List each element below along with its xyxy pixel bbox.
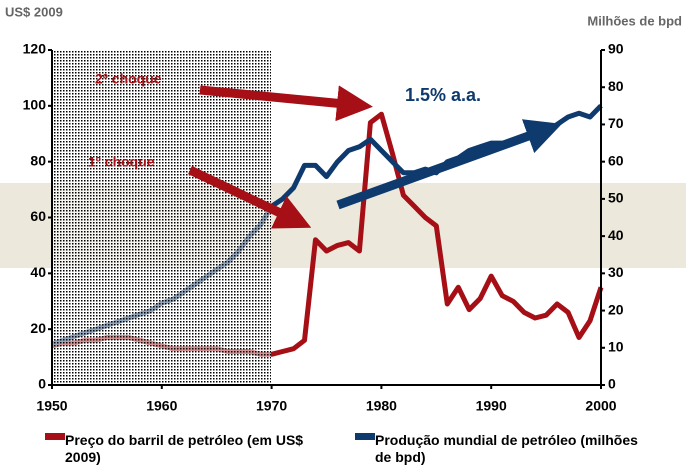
x-tick-label: 2000 bbox=[585, 398, 616, 414]
legend-label: Preço do barril de petróleo (em US$ 2009… bbox=[65, 432, 304, 465]
y2-tick-label: 50 bbox=[608, 190, 624, 206]
y-tick-label: 120 bbox=[23, 41, 47, 57]
arrow bbox=[336, 119, 562, 210]
legend-swatch bbox=[355, 433, 375, 440]
legend-label: Produção mundial de petróleo (milhões de… bbox=[375, 432, 638, 465]
annotation: 2º choque bbox=[95, 71, 162, 87]
y-label: US$ 2009 bbox=[5, 4, 63, 19]
annotation: 1º choque bbox=[88, 154, 155, 170]
y2-tick-label: 20 bbox=[608, 301, 624, 317]
x-tick-label: 1970 bbox=[256, 398, 287, 414]
y2-tick-label: 0 bbox=[608, 376, 616, 392]
y-tick-label: 80 bbox=[30, 152, 46, 168]
legend-swatch bbox=[45, 433, 65, 440]
y2-tick-label: 70 bbox=[608, 115, 624, 131]
y2-tick-label: 30 bbox=[608, 264, 624, 280]
y2-tick-label: 10 bbox=[608, 338, 624, 354]
arrow bbox=[199, 85, 373, 122]
hatched-area bbox=[52, 50, 271, 385]
x-tick-label: 1950 bbox=[36, 398, 67, 414]
arrow bbox=[188, 165, 312, 229]
x-tick-label: 1960 bbox=[146, 398, 177, 414]
y2-label: Milhões de bpd bbox=[587, 13, 682, 28]
y-tick-label: 20 bbox=[30, 320, 46, 336]
y2-tick-label: 80 bbox=[608, 78, 624, 94]
y2-tick-label: 90 bbox=[608, 41, 624, 57]
x-tick-label: 1990 bbox=[476, 398, 507, 414]
x-tick-label: 1980 bbox=[366, 398, 397, 414]
y-tick-label: 0 bbox=[38, 376, 46, 392]
y-tick-label: 60 bbox=[30, 208, 46, 224]
y-tick-label: 100 bbox=[23, 97, 47, 113]
y-tick-label: 40 bbox=[30, 264, 46, 280]
y2-tick-label: 40 bbox=[608, 227, 624, 243]
y2-tick-label: 60 bbox=[608, 152, 624, 168]
annotation: 1.5% a.a. bbox=[405, 85, 481, 105]
